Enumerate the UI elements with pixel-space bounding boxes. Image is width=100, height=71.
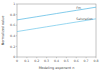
plot-frame: [17, 4, 96, 57]
y-axis-label: Normalized value: [1, 16, 5, 46]
x-tick-label: 0: [16, 59, 18, 63]
x-tick-label: 0.6: [74, 59, 79, 63]
y-tick-label: 0.4: [10, 34, 15, 38]
y-tick-label: 0: [13, 55, 15, 59]
y-tick: [16, 25, 17, 26]
x-tick-label: 0.5: [64, 59, 69, 63]
y-tick-label: 0.8: [10, 13, 15, 17]
series-label: Fm: [76, 6, 81, 10]
y-tick-label: 0.6: [10, 23, 15, 27]
x-axis-label: Modeling exponent n: [39, 66, 75, 70]
x-tick-label: 0.3: [44, 59, 49, 63]
x-tick-label: 0.8: [93, 59, 98, 63]
x-tick-label: 0.2: [34, 59, 39, 63]
y-tick-label: 0.2: [10, 45, 15, 49]
plot-area: [17, 7, 96, 31]
x-tick-label: 0.4: [54, 59, 59, 63]
x-tick-label: 0.1: [24, 59, 29, 63]
series-label: Saturation: [76, 17, 93, 21]
chart: 0 0.1 0.2 0.3 0.4 0.5 0.6 0.7 0.8 0 0.2 0.4 0.6 0.8 1 M…: [0, 0, 100, 71]
y-tick: [16, 46, 17, 47]
y-tick: [16, 14, 17, 15]
y-tick: [16, 57, 17, 58]
y-tick: [16, 35, 17, 36]
y-tick-label: 1: [13, 2, 15, 6]
x-tick-label: 0.7: [84, 59, 89, 63]
y-tick: [16, 4, 17, 5]
